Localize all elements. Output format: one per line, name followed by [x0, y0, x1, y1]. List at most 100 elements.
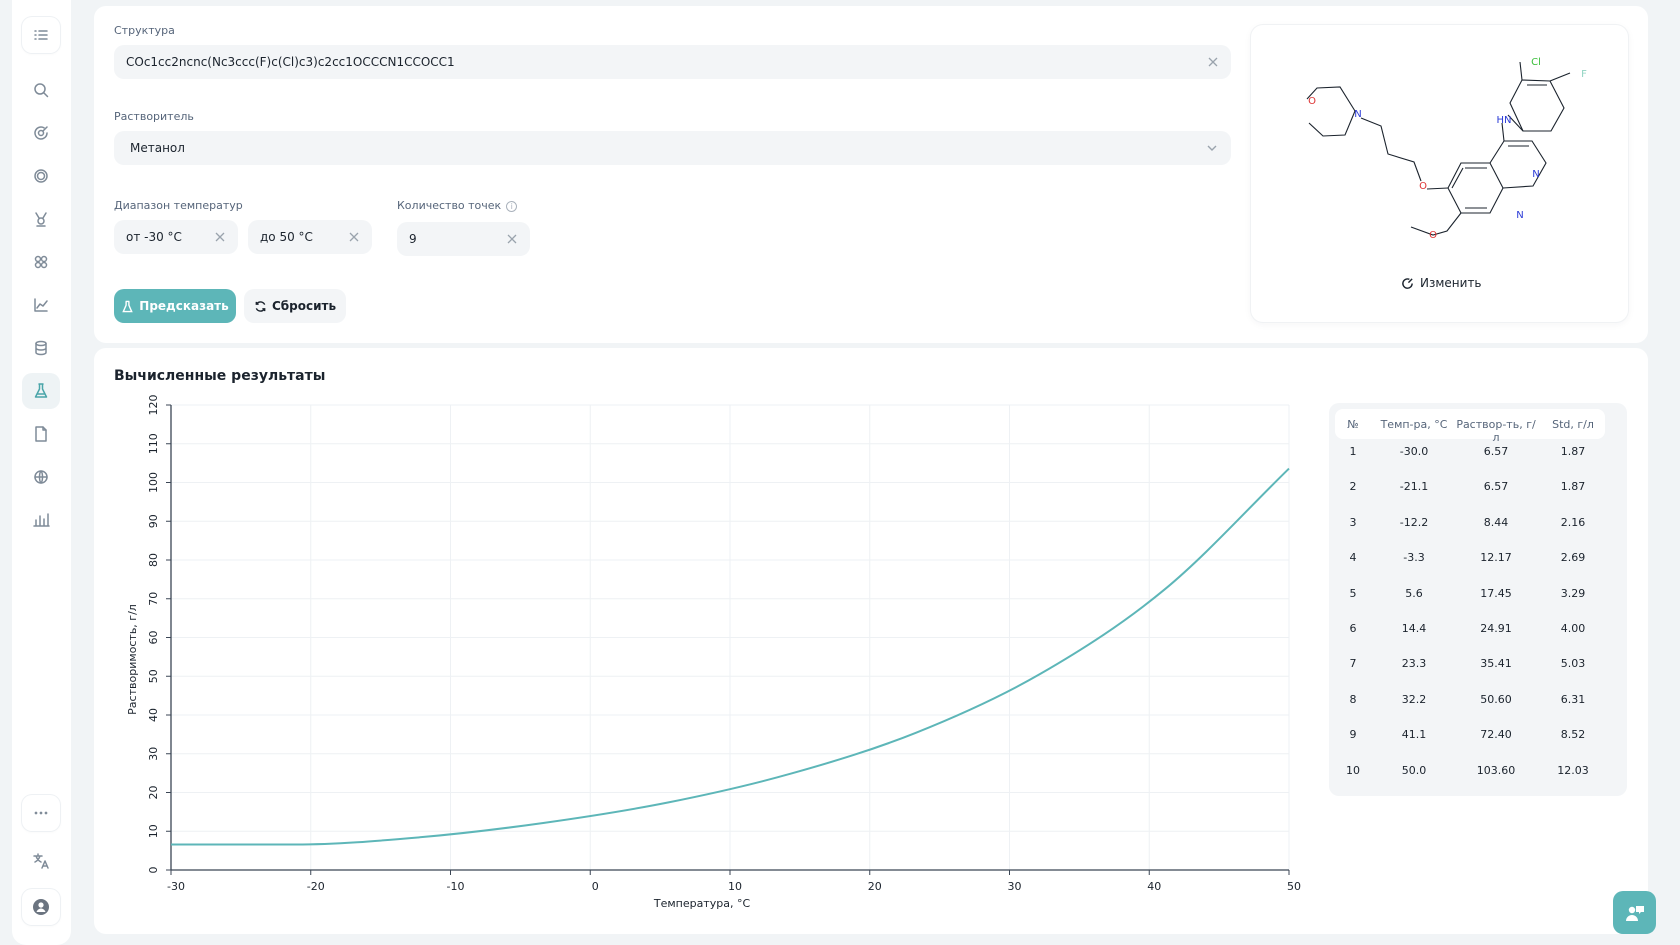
table-cell: 1.87 [1560, 445, 1586, 458]
table-cell: 2 [1349, 480, 1357, 494]
edit-structure-link[interactable]: Изменить [1401, 276, 1482, 290]
temp-from-input[interactable]: от -30 °C [114, 220, 238, 254]
results-table: № Темп-ра, °C Раствор-ть, г/л Std, г/л 1 -30… [1329, 403, 1627, 796]
x-axis-label: Температура, °C [653, 897, 751, 910]
table-header-cell: Раствор-ть, г/л [1456, 418, 1536, 444]
structure-input[interactable]: COc1cc2ncnc(Nc3ccc(F)c(Cl)c3)c2cc1OCCCN1… [114, 45, 1231, 79]
clear-points-button[interactable] [504, 231, 520, 247]
menu-list-button[interactable] [22, 17, 60, 53]
x-tick-label: -30 [167, 880, 185, 893]
x-tick-label: 40 [1147, 880, 1161, 893]
solvent-value: Метанол [130, 141, 185, 155]
table-row: 9 41.1 72.40 8.52 [1329, 725, 1627, 745]
table-cell: 8.52 [1560, 728, 1586, 742]
close-icon [349, 232, 359, 242]
info-icon[interactable]: i [506, 200, 518, 212]
molecule-structure-image: O N O O HN N N Cl F [1306, 57, 1587, 241]
profile-button[interactable] [22, 889, 60, 925]
sidebar-item-flask[interactable] [22, 373, 60, 409]
table-row: 3 -12.2 8.44 2.16 [1329, 513, 1627, 533]
points-input[interactable]: 9 [397, 222, 530, 256]
svg-text:N: N [1354, 109, 1361, 120]
edit-icon [1402, 277, 1413, 289]
table-cell: -3.3 [1403, 551, 1425, 565]
sidebar-item-globe[interactable] [22, 459, 60, 495]
svg-text:N: N [1516, 210, 1523, 221]
table-cell: 3 [1349, 515, 1357, 529]
structure-preview-card: O N O O HN N N Cl F Изменить [1251, 25, 1628, 322]
table-cell: 5 [1349, 586, 1357, 600]
x-tick-label: 20 [868, 880, 882, 893]
temp-to-value: до 50 °C [260, 230, 313, 244]
clear-temp-to-button[interactable] [346, 229, 362, 245]
svg-text:HN: HN [1497, 115, 1512, 126]
clear-temp-from-button[interactable] [212, 229, 228, 245]
predict-button[interactable]: Предсказать [114, 289, 236, 323]
table-cell: 4.00 [1560, 622, 1586, 635]
sidebar-item-database[interactable] [22, 330, 60, 366]
table-cell: 12.17 [1480, 551, 1512, 565]
y-tick-label: 70 [147, 592, 160, 606]
table-cell: 6.31 [1560, 692, 1586, 706]
sidebar-item-atoms[interactable] [22, 244, 60, 280]
sidebar-item-target[interactable] [22, 115, 60, 151]
temp-from-value: от -30 °C [126, 230, 182, 244]
chevron-down-icon [1207, 145, 1217, 151]
more-button[interactable] [22, 795, 60, 831]
svg-text:Cl: Cl [1531, 57, 1541, 68]
structure-value: COc1cc2ncnc(Nc3ccc(F)c(Cl)c3)c2cc1OCCCN1… [126, 55, 455, 69]
flask-icon [34, 383, 48, 398]
table-row: 8 32.2 50.60 6.31 [1329, 690, 1627, 710]
table-row: 10 50.0 103.60 12.03 [1329, 761, 1627, 781]
table-row: 2 -21.1 6.57 1.87 [1329, 477, 1627, 497]
x-tick-label: 0 [592, 880, 599, 893]
svg-text:O: O [1308, 96, 1316, 107]
table-cell: 8 [1349, 692, 1357, 706]
table-header-cell: № [1347, 418, 1359, 431]
sidebar-item-analytics[interactable] [22, 287, 60, 323]
more-icon [34, 811, 48, 815]
edit-label: Изменить [1420, 276, 1482, 290]
table-cell: 2.16 [1560, 515, 1586, 529]
sidebar-item-file[interactable] [22, 416, 60, 452]
sidebar-item-search[interactable] [22, 72, 60, 108]
sidebar-item-rings[interactable] [22, 158, 60, 194]
y-tick-label: 120 [147, 395, 160, 416]
table-cell: 1 [1349, 445, 1357, 458]
bar-chart-icon [33, 513, 50, 527]
points-value: 9 [409, 232, 417, 246]
table-cell: 7 [1349, 657, 1357, 671]
clear-structure-button[interactable] [1205, 54, 1221, 70]
table-cell: -21.1 [1399, 480, 1429, 494]
table-cell: 24.91 [1480, 622, 1512, 635]
solvent-dropdown-toggle[interactable] [1205, 141, 1219, 155]
svg-text:N: N [1532, 169, 1539, 180]
chat-button[interactable] [1613, 891, 1656, 934]
table-header: № Темп-ра, °C Раствор-ть, г/л Std, г/л [1335, 409, 1605, 444]
results-panel: Вычисленные результаты -30 -20 -10 0 10 20 30 4… [94, 348, 1648, 934]
close-icon [507, 234, 517, 244]
temp-to-input[interactable]: до 50 °C [248, 220, 372, 254]
table-row: 4 -3.3 12.17 2.69 [1329, 548, 1627, 568]
table-row: 7 23.3 35.41 5.03 [1329, 654, 1627, 674]
y-tick-label: 0 [147, 867, 160, 874]
table-cell: 50.0 [1401, 763, 1427, 777]
language-button[interactable] [22, 843, 60, 879]
x-tick-label: 30 [1008, 880, 1022, 893]
solvent-select[interactable]: Метанол [114, 131, 1231, 165]
table-cell: 41.1 [1401, 728, 1427, 742]
x-tick-label: -20 [307, 880, 325, 893]
table-cell: 9 [1349, 728, 1357, 742]
flask-icon [122, 300, 134, 312]
table-row: 6 14.4 24.91 4.00 [1329, 619, 1627, 639]
y-tick-label: 30 [147, 747, 160, 761]
sidebar-item-molecule[interactable] [22, 201, 60, 237]
atoms-icon [34, 255, 48, 269]
table-cell: 6 [1349, 622, 1357, 635]
sidebar [12, 0, 71, 945]
sidebar-item-stats[interactable] [22, 502, 60, 538]
table-cell: 50.60 [1480, 692, 1512, 706]
table-cell: 103.60 [1476, 763, 1516, 777]
table-cell: 23.3 [1401, 657, 1427, 671]
reset-button[interactable]: Сбросить [244, 289, 346, 323]
